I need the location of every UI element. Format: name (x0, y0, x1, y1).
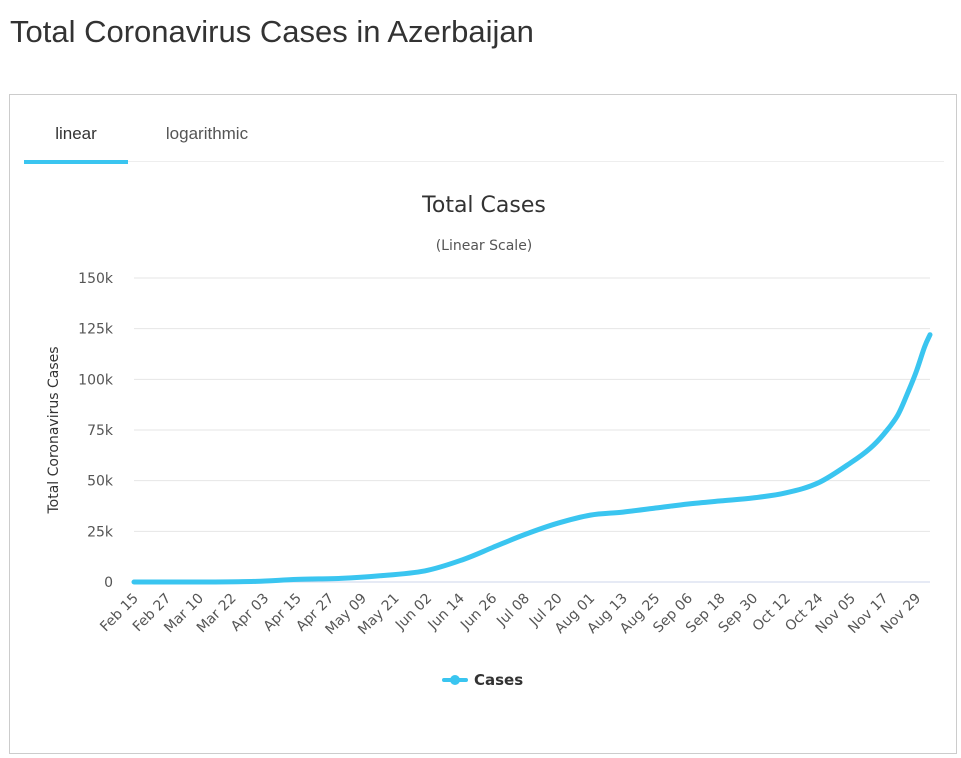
x-tick-label: Jul 08 (493, 591, 533, 631)
chart-title: Total Cases (421, 193, 546, 218)
legend-label: Cases (474, 671, 523, 689)
y-tick-label: 100k (78, 372, 114, 388)
x-tick: Jun 26 (457, 590, 500, 633)
legend-item-cases[interactable]: Cases (442, 671, 523, 689)
y-tick-label: 125k (78, 322, 114, 338)
y-axis-ticks: 0 25k 50k 75k 100k 125k 150k (78, 271, 114, 591)
chart-panel: linear logarithmic (9, 94, 957, 754)
x-tick: Jul 08 (493, 591, 533, 631)
x-tick: Jun 02 (392, 591, 435, 634)
y-tick-label: 50k (87, 474, 114, 490)
tab-logarithmic[interactable]: logarithmic (148, 95, 266, 161)
legend-marker-icon (450, 675, 460, 685)
y-tick-label: 0 (104, 575, 113, 591)
x-tick-label: Jun 14 (425, 590, 468, 633)
x-tick-label: Jun 02 (392, 591, 435, 634)
tab-linear[interactable]: linear (24, 95, 128, 164)
series-line-cases[interactable] (131, 332, 933, 585)
x-tick: Jun 14 (425, 590, 468, 633)
active-tab-indicator (24, 160, 128, 164)
grid-lines (134, 277, 930, 532)
series-layer (131, 332, 933, 585)
scale-tabs: linear logarithmic (24, 95, 944, 164)
y-tick-label: 25k (87, 524, 114, 540)
tab-linear-label: linear (55, 124, 97, 143)
x-tick-label: Jun 26 (457, 590, 500, 633)
chart-subtitle: (Linear Scale) (436, 238, 533, 254)
tab-logarithmic-label: logarithmic (165, 124, 249, 143)
y-tick-label: 150k (78, 271, 114, 287)
page-title: Total Coronavirus Cases in Azerbaijan (10, 14, 534, 49)
y-tick-label: 75k (87, 423, 114, 439)
y-axis-title: Total Coronavirus Cases (46, 346, 62, 514)
